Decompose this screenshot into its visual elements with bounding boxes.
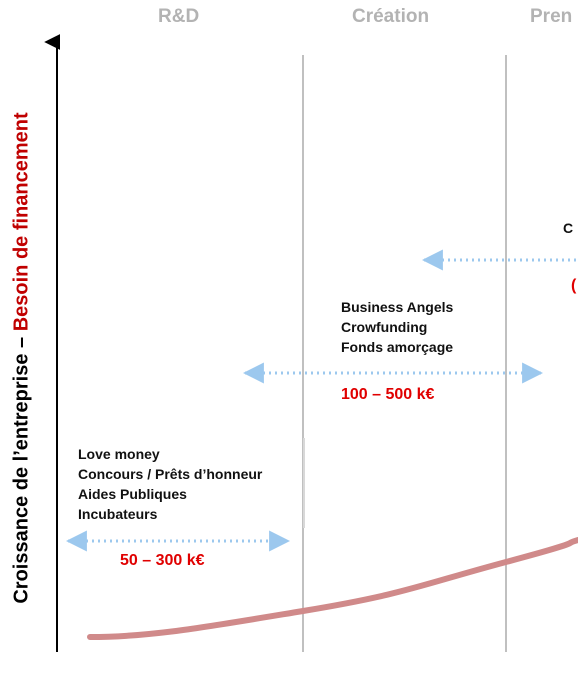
phase-label-next: Pren [530, 6, 573, 27]
funding-sources-3: C [563, 218, 573, 238]
funding-source: Crowfunding [341, 319, 428, 335]
funding-sources-1: Love money Concours / Prêts d’honneur Ai… [78, 444, 262, 524]
funding-source: C [563, 220, 574, 236]
funding-source: Concours / Prêts d’honneur [78, 466, 263, 482]
funding-amount-3: ( [571, 277, 577, 294]
phase-label-creation: Création [352, 6, 430, 27]
y-axis-label-black: Croissance de l’entreprise – [10, 331, 33, 604]
funding-source: Incubateurs [78, 506, 158, 522]
growth-curve [87, 537, 578, 640]
phase-label-rd: R&D [158, 6, 200, 27]
funding-amount-2: 100 – 500 k€ [341, 386, 435, 403]
funding-source: Love money [78, 446, 160, 462]
funding-source: Aides Publiques [78, 486, 187, 502]
funding-source: Business Angels [341, 299, 454, 315]
funding-sources-2: Business Angels Crowfunding Fonds amorça… [341, 297, 453, 357]
y-axis-label: Croissance de l’entreprise – Besoin de f… [11, 112, 34, 603]
y-axis-label-red: Besoin de financement [10, 112, 33, 332]
funding-amount-1: 50 – 300 k€ [120, 552, 205, 569]
funding-source: Fonds amorçage [341, 339, 454, 355]
